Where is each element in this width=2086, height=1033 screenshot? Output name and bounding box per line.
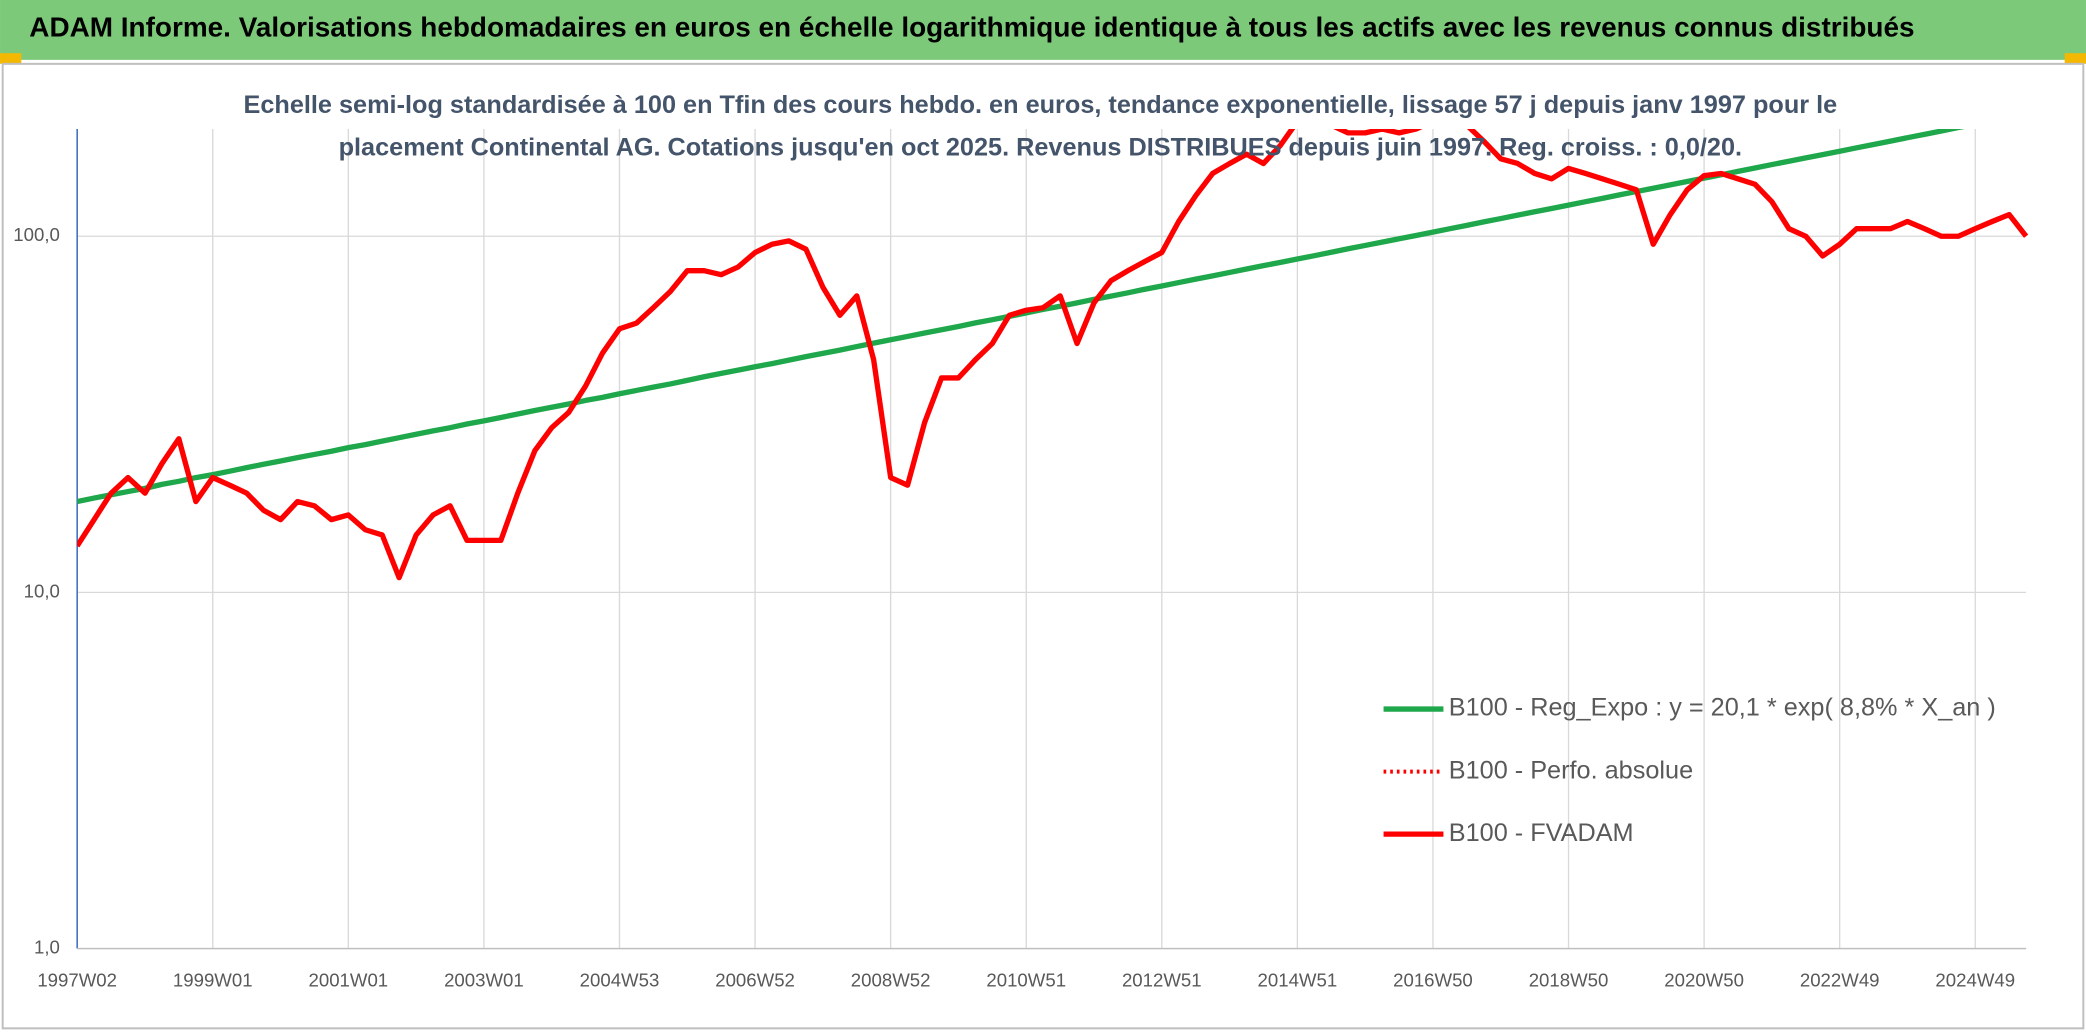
x-tick-label: 1997W02 bbox=[37, 970, 117, 991]
y-tick-label: 100,0 bbox=[13, 224, 60, 245]
x-tick-label: 1999W01 bbox=[173, 970, 253, 991]
legend-label: B100 - Reg_Expo : y = 20,1 * exp( 8,8% *… bbox=[1449, 694, 1996, 722]
x-tick-label: 2014W51 bbox=[1258, 970, 1338, 991]
x-tick-label: 2016W50 bbox=[1393, 970, 1473, 991]
x-tick-label: 2020W50 bbox=[1664, 970, 1744, 991]
x-tick-label: 2008W52 bbox=[851, 970, 931, 991]
y-tick-label: 1,0 bbox=[34, 936, 60, 957]
legend-label: B100 - FVADAM bbox=[1449, 819, 1634, 847]
x-tick-label: 2004W53 bbox=[580, 970, 660, 991]
legend-label: B100 - Perfo. absolue bbox=[1449, 756, 1693, 784]
x-tick-label: 2001W01 bbox=[309, 970, 389, 991]
chart-subtitle: Echelle semi-log standardisée à 100 en T… bbox=[243, 91, 1837, 119]
x-tick-label: 2024W49 bbox=[1935, 970, 2015, 991]
series-line bbox=[77, 129, 2029, 581]
x-tick-label: 2018W50 bbox=[1529, 970, 1609, 991]
corner-mark bbox=[2064, 53, 2086, 64]
chart-title: ADAM Informe. Valorisations hebdomadaire… bbox=[29, 12, 1914, 43]
chart-subtitle: placement Continental AG. Cotations jusq… bbox=[339, 134, 1742, 162]
x-tick-label: 2006W52 bbox=[715, 970, 795, 991]
x-tick-label: 2022W49 bbox=[1800, 970, 1880, 991]
plot-area bbox=[77, 129, 2029, 581]
y-tick-label: 10,0 bbox=[24, 580, 60, 601]
x-tick-label: 2012W51 bbox=[1122, 970, 1202, 991]
corner-mark bbox=[0, 53, 22, 64]
chart-frame bbox=[1, 62, 2085, 1030]
x-tick-label: 2010W51 bbox=[986, 970, 1066, 991]
x-tick-label: 2003W01 bbox=[444, 970, 524, 991]
header-bar bbox=[0, 0, 2086, 60]
